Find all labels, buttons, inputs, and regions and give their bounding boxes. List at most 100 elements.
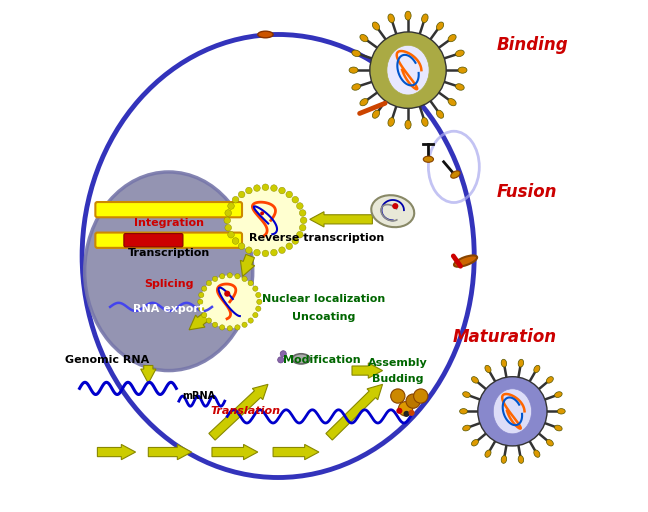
Text: Modification: Modification — [283, 355, 360, 366]
Ellipse shape — [463, 425, 470, 431]
Ellipse shape — [485, 366, 491, 373]
Circle shape — [413, 389, 428, 403]
Circle shape — [277, 357, 284, 363]
Circle shape — [253, 249, 260, 256]
Circle shape — [280, 351, 286, 357]
Ellipse shape — [373, 110, 380, 118]
Circle shape — [199, 292, 204, 297]
Text: Transcription: Transcription — [128, 248, 210, 259]
Ellipse shape — [518, 456, 524, 463]
Ellipse shape — [352, 84, 360, 90]
Circle shape — [246, 187, 252, 194]
Circle shape — [248, 318, 253, 323]
Circle shape — [299, 224, 306, 231]
Circle shape — [225, 224, 231, 231]
Text: Fusion: Fusion — [497, 183, 558, 201]
Text: Assembly: Assembly — [368, 358, 428, 368]
Circle shape — [292, 238, 299, 244]
Circle shape — [232, 238, 239, 244]
Circle shape — [202, 312, 207, 318]
Circle shape — [202, 286, 207, 291]
Ellipse shape — [388, 118, 395, 126]
Circle shape — [225, 210, 231, 216]
Ellipse shape — [501, 359, 507, 367]
Circle shape — [238, 243, 245, 249]
Ellipse shape — [352, 50, 360, 56]
Circle shape — [391, 389, 405, 403]
Circle shape — [206, 318, 211, 323]
Circle shape — [235, 273, 240, 279]
Circle shape — [399, 401, 413, 416]
Circle shape — [198, 299, 203, 305]
Text: Maturation: Maturation — [453, 329, 557, 347]
Circle shape — [370, 32, 446, 109]
Ellipse shape — [546, 377, 553, 383]
Circle shape — [408, 410, 415, 416]
Circle shape — [404, 411, 410, 417]
Text: Binding: Binding — [497, 36, 569, 54]
Ellipse shape — [493, 389, 531, 434]
Circle shape — [256, 292, 261, 297]
FancyArrow shape — [209, 385, 268, 440]
Ellipse shape — [387, 45, 429, 95]
Ellipse shape — [423, 156, 434, 162]
Ellipse shape — [555, 392, 562, 397]
Circle shape — [206, 281, 211, 286]
FancyArrow shape — [240, 254, 255, 276]
Circle shape — [220, 325, 225, 330]
Ellipse shape — [200, 275, 259, 328]
FancyArrow shape — [273, 444, 319, 460]
FancyArrow shape — [97, 444, 135, 460]
Text: Reverse transcription: Reverse transcription — [249, 233, 384, 243]
FancyArrow shape — [189, 308, 214, 330]
FancyBboxPatch shape — [95, 202, 242, 217]
Circle shape — [227, 273, 233, 278]
Ellipse shape — [360, 34, 368, 42]
Circle shape — [227, 326, 233, 331]
Ellipse shape — [454, 255, 477, 267]
Ellipse shape — [360, 98, 368, 106]
Circle shape — [279, 187, 285, 194]
FancyBboxPatch shape — [95, 232, 242, 248]
Ellipse shape — [388, 14, 395, 23]
Ellipse shape — [436, 22, 444, 30]
Circle shape — [227, 231, 235, 238]
FancyBboxPatch shape — [124, 233, 183, 247]
Circle shape — [297, 231, 303, 238]
Circle shape — [260, 211, 264, 216]
Circle shape — [253, 185, 260, 191]
Circle shape — [213, 276, 218, 282]
Ellipse shape — [534, 366, 540, 373]
Ellipse shape — [557, 409, 565, 414]
Ellipse shape — [456, 84, 464, 90]
Ellipse shape — [292, 354, 310, 364]
Ellipse shape — [436, 110, 444, 118]
Ellipse shape — [373, 22, 380, 30]
Circle shape — [220, 273, 225, 279]
Text: Nuclear localization: Nuclear localization — [262, 294, 386, 304]
Circle shape — [286, 191, 292, 198]
Ellipse shape — [258, 31, 273, 38]
Circle shape — [224, 217, 231, 224]
Circle shape — [299, 210, 306, 216]
Ellipse shape — [85, 172, 253, 371]
Ellipse shape — [349, 67, 358, 73]
Circle shape — [406, 394, 421, 408]
Ellipse shape — [456, 50, 464, 56]
FancyArrow shape — [326, 385, 382, 440]
FancyArrow shape — [310, 211, 373, 227]
Ellipse shape — [422, 14, 428, 23]
Ellipse shape — [472, 439, 478, 446]
Ellipse shape — [546, 439, 553, 446]
Ellipse shape — [451, 171, 460, 178]
Circle shape — [397, 408, 402, 414]
Ellipse shape — [485, 450, 491, 457]
Ellipse shape — [555, 425, 562, 431]
Circle shape — [253, 312, 258, 318]
Circle shape — [235, 325, 240, 330]
Ellipse shape — [458, 67, 467, 73]
FancyArrow shape — [141, 366, 156, 383]
Circle shape — [256, 306, 261, 311]
Circle shape — [262, 250, 269, 257]
Circle shape — [227, 203, 235, 209]
